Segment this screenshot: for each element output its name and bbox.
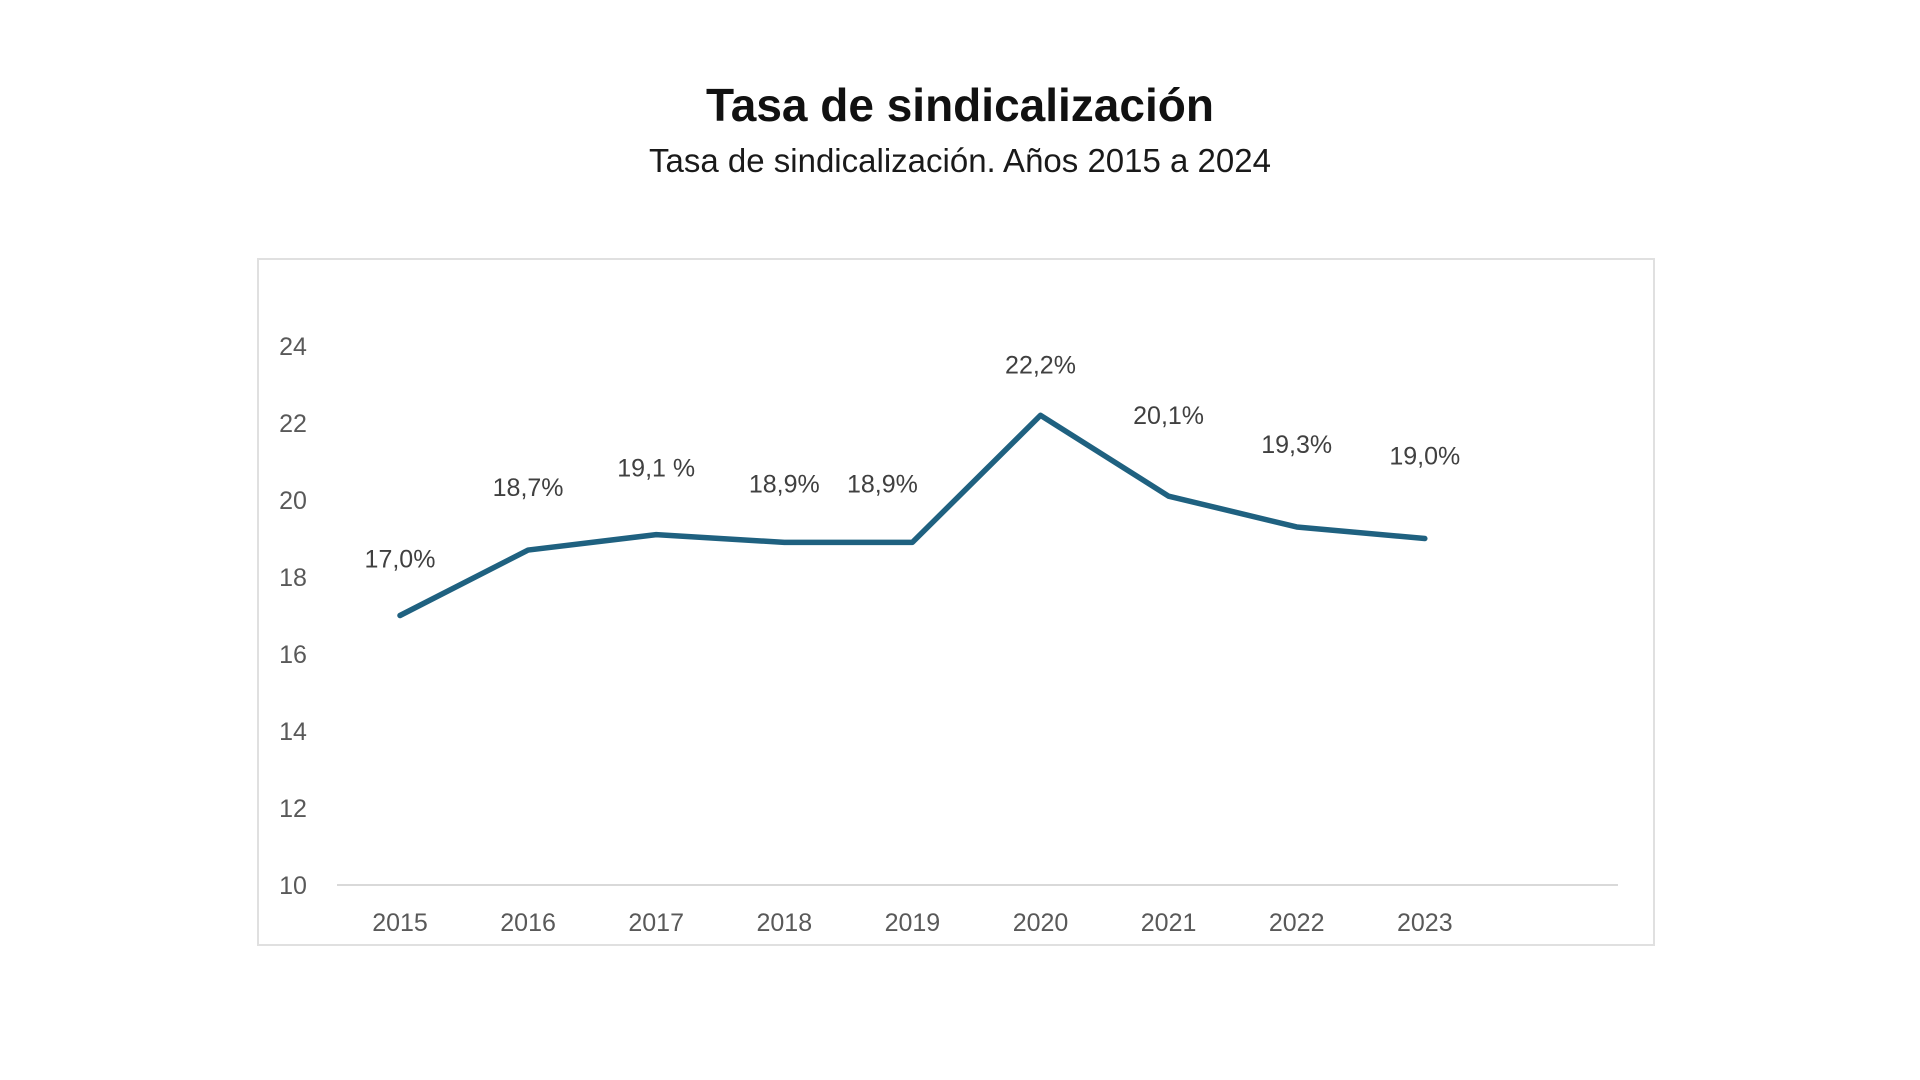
y-tick-label: 12	[279, 795, 307, 823]
data-label: 18,9%	[749, 470, 820, 498]
data-label: 22,2%	[1005, 351, 1076, 379]
chart-title: Tasa de sindicalización	[706, 79, 1214, 131]
x-tick-label: 2021	[1141, 909, 1197, 937]
x-tick-label: 2020	[1013, 909, 1069, 937]
x-tick-label: 2017	[628, 909, 684, 937]
data-label: 17,0%	[365, 546, 436, 574]
data-label: 20,1%	[1133, 402, 1204, 430]
x-tick-label: 2016	[500, 909, 556, 937]
y-tick-label: 18	[279, 564, 307, 592]
x-tick-label: 2022	[1269, 909, 1325, 937]
data-label: 19,1 %	[617, 455, 695, 483]
y-tick-label: 24	[279, 333, 307, 361]
data-label: 18,9%	[847, 470, 918, 498]
y-tick-label: 16	[279, 641, 307, 669]
y-tick-label: 22	[279, 410, 307, 438]
y-tick-label: 14	[279, 718, 307, 746]
x-tick-label: 2019	[885, 909, 941, 937]
data-label: 19,3%	[1261, 431, 1332, 459]
y-tick-label: 20	[279, 487, 307, 515]
x-tick-label: 2015	[372, 909, 428, 937]
data-label: 19,0%	[1389, 443, 1460, 471]
x-tick-label: 2018	[756, 909, 812, 937]
x-tick-label: 2023	[1397, 909, 1453, 937]
y-tick-label: 10	[279, 872, 307, 900]
chart-frame	[257, 258, 1655, 946]
chart-subtitle: Tasa de sindicalización. Años 2015 a 202…	[649, 142, 1271, 179]
data-label: 18,7%	[493, 474, 564, 502]
